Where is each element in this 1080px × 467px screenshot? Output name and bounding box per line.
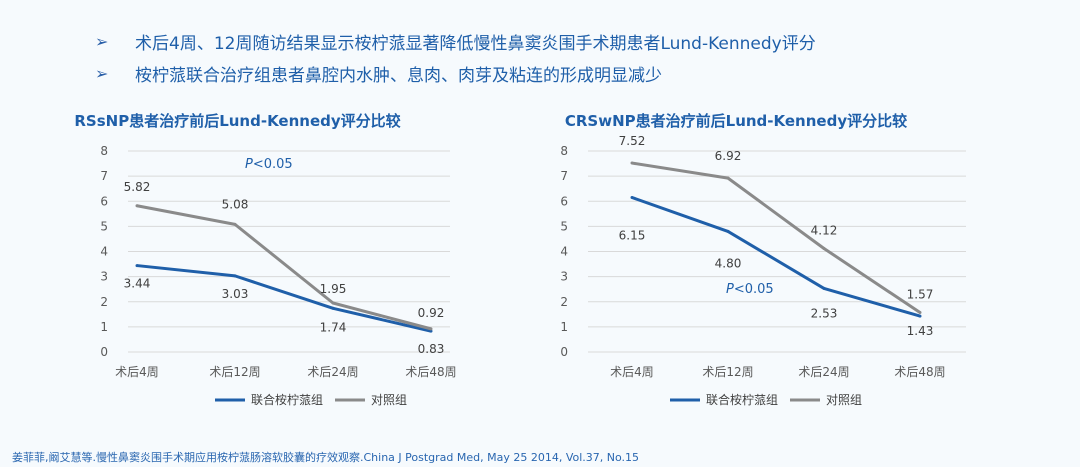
x-tick-label: 术后12周 [209,365,260,379]
data-point [135,264,139,268]
data-label: 1.95 [320,282,347,296]
bullet-2: ➢ 桉柠蒎联合治疗组患者鼻腔内水肿、息肉、肉芽及粘连的形成明显减少 [95,60,662,86]
arrow-bullet-icon: ➢ [95,31,109,51]
legend-label-control: 对照组 [371,393,407,407]
series-line-treatment [136,264,432,333]
x-tick-label: 术后48周 [894,365,945,379]
p-value-annotation: P<0.05 [726,282,774,297]
data-point [822,286,826,290]
series-line-control [136,204,432,331]
data-label: 6.15 [619,228,646,242]
data-point [331,306,335,310]
data-label: 2.53 [811,306,838,320]
legend-label-control: 对照组 [826,393,862,407]
data-point [429,329,433,333]
bullet-1-text: 术后4周、12周随访结果显示桉柠蒎显著降低慢性鼻窦炎围手术期患者Lund-Ken… [135,33,816,54]
x-tick-label: 术后48周 [405,365,456,379]
p-symbol: P [726,282,734,297]
y-tick-label: 4 [100,245,108,259]
data-point [233,274,237,278]
p-threshold: <0.05 [253,157,293,172]
data-label: 3.44 [124,277,151,291]
data-point [918,311,922,315]
x-tick-label: 术后4周 [115,365,159,379]
data-point [331,301,335,305]
legend-label-treatment: 联合桉柠蒎组 [706,392,778,407]
p-value-annotation: P<0.05 [245,157,293,172]
citation: 姜菲菲,阚艾慧等.慢性鼻窦炎围手术期应用桉柠蒎肠溶软胶囊的疗效观察.China … [12,451,640,464]
data-point [135,204,139,208]
data-point [822,246,826,250]
y-tick-label: 8 [100,144,108,158]
series-line-control [631,161,921,314]
chart-title: CRSsNP患者治疗前后Lund-Kennedy评分比较 [75,112,401,130]
data-label: 1.74 [320,320,347,334]
y-tick-label: 2 [100,295,108,309]
data-label: 4.12 [811,223,838,237]
data-point [429,327,433,331]
y-tick-label: 2 [560,295,568,309]
y-tick-label: 5 [560,219,568,233]
legend-label-treatment: 联合桉柠蒎组 [251,392,323,407]
data-label: 7.52 [619,134,646,148]
data-label: 0.83 [418,342,445,356]
data-point [630,161,634,165]
y-tick-label: 3 [100,270,108,284]
series-line-treatment [631,196,921,318]
data-point [630,195,634,199]
data-point [233,222,237,226]
data-point [918,314,922,318]
p-symbol: P [245,157,253,172]
p-threshold: <0.05 [734,282,774,297]
chart-title: CRSwNP患者治疗前后Lund-Kennedy评分比较 [565,112,907,130]
data-label: 6.92 [715,149,742,163]
bullet-2-text: 桉柠蒎联合治疗组患者鼻腔内水肿、息肉、肉芽及粘连的形成明显减少 [135,65,662,86]
data-label: 5.08 [222,197,249,211]
y-tick-label: 1 [560,320,568,334]
x-tick-label: 术后12周 [702,365,753,379]
data-label: 0.92 [418,306,445,320]
y-tick-label: 6 [560,194,568,208]
y-tick-label: 0 [100,345,108,359]
y-tick-label: 4 [560,245,568,259]
data-label: 4.80 [715,256,742,270]
data-point [726,176,730,180]
x-tick-label: 术后24周 [798,365,849,379]
data-label: 5.82 [124,180,151,194]
y-tick-label: 1 [100,320,108,334]
data-label: 1.57 [907,288,934,302]
x-tick-label: 术后4周 [610,365,654,379]
y-tick-label: 8 [560,144,568,158]
x-tick-label: 术后24周 [307,365,358,379]
bullet-1: ➢ 术后4周、12周随访结果显示桉柠蒎显著降低慢性鼻窦炎围手术期患者Lund-K… [95,28,816,54]
y-tick-label: 5 [100,219,108,233]
chart-crssnp: CRSsNP患者治疗前后Lund-Kennedy评分比较 0 1 2 3 4 5 6 7 8 术后4… [75,112,457,407]
arrow-bullet-icon: ➢ [95,63,109,83]
y-tick-label: 7 [560,169,568,183]
data-label: 1.43 [907,324,934,338]
data-point [726,229,730,233]
data-label: 3.03 [222,287,249,301]
chart-crswnp: CRSwNP患者治疗前后Lund-Kennedy评分比较 0 1 2 3 4 5 6 7 8 术后4… [560,112,966,407]
y-tick-label: 0 [560,345,568,359]
y-tick-label: 7 [100,169,108,183]
y-tick-label: 6 [100,194,108,208]
y-tick-label: 3 [560,270,568,284]
